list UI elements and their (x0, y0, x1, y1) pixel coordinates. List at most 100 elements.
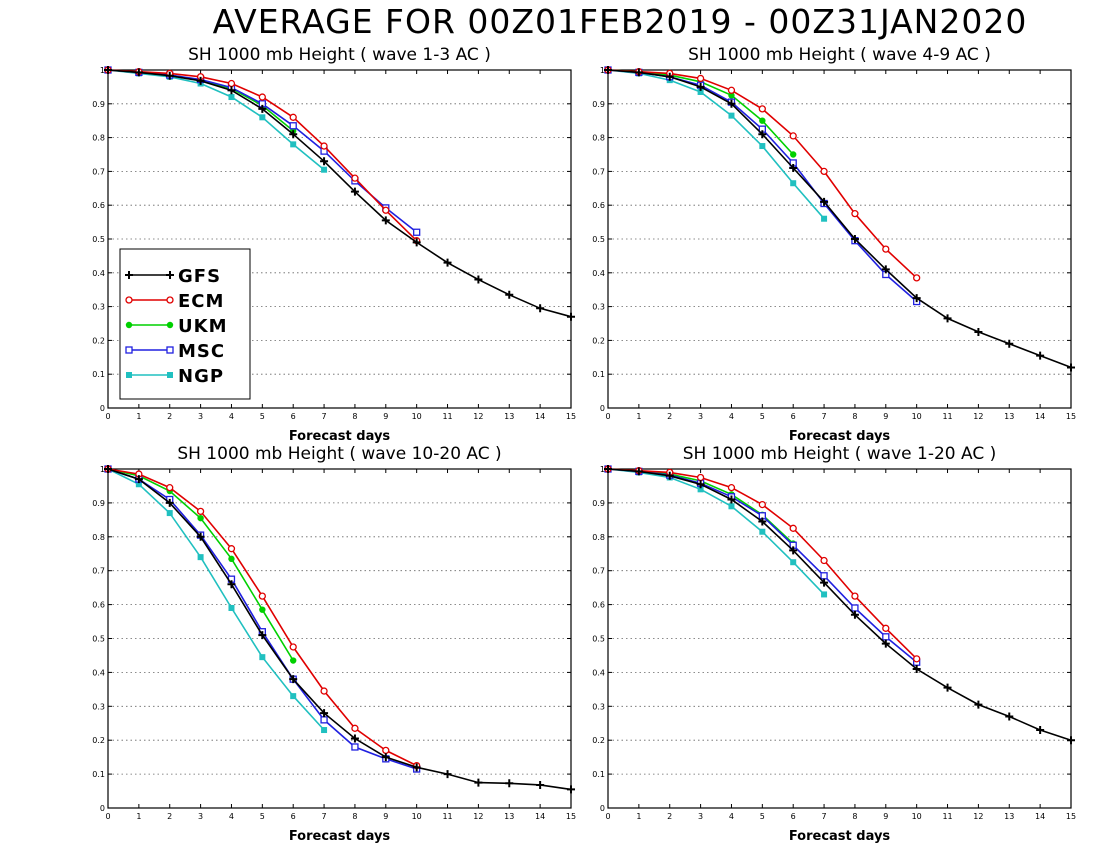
x-tick-label: 14 (535, 812, 545, 821)
x-tick-label: 7 (322, 812, 327, 821)
x-tick-label: 10 (912, 412, 922, 421)
data-point-ngp (697, 88, 704, 95)
legend-marker (126, 372, 132, 378)
data-point-gfs (604, 66, 612, 74)
series-line-msc (607, 69, 918, 303)
y-tick-label: 0.8 (592, 134, 605, 143)
x-tick-label: 4 (229, 412, 234, 421)
data-point-gfs (412, 238, 421, 247)
data-point-gfs (381, 753, 390, 762)
y-tick-label: 0.8 (92, 533, 105, 542)
legend-box (119, 248, 251, 400)
x-axis-label: Forecast days (789, 429, 891, 444)
data-point-ecm (351, 724, 359, 732)
x-tick-label: 4 (729, 412, 734, 421)
y-tick-label: 0.6 (592, 601, 605, 610)
data-point-ecm (913, 655, 921, 663)
data-point-gfs (567, 785, 575, 794)
y-tick-label: 1 (600, 465, 605, 474)
data-point-gfs (196, 76, 205, 85)
y-tick-label: 0.5 (592, 635, 605, 644)
x-axis-label: Forecast days (789, 829, 891, 844)
x-tick-label: 7 (322, 412, 327, 421)
x-tick-label: 2 (667, 812, 672, 821)
data-point-gfs (820, 578, 829, 587)
data-point-ngp (135, 481, 142, 488)
data-point-gfs (696, 82, 705, 91)
y-tick-label: 0.3 (92, 702, 105, 711)
data-point-ngp (197, 554, 204, 561)
series-line-gfs (607, 69, 1072, 369)
x-tick-label: 14 (1035, 812, 1045, 821)
data-point-gfs (258, 104, 267, 113)
data-point-ngp (290, 693, 297, 700)
series-line-ngp (107, 468, 325, 731)
y-tick-label: 0.7 (92, 567, 105, 576)
data-point-ngp (228, 604, 235, 611)
data-point-gfs (1036, 726, 1045, 735)
x-tick-label: 12 (973, 812, 983, 821)
y-tick-label: 0.1 (92, 770, 105, 779)
chart-panel: SH 1000 mb Height ( wave 10-20 AC ) 0 0.1 0… (92, 444, 576, 844)
legend-marker (166, 296, 174, 304)
data-point-ecm (789, 524, 797, 532)
x-tick-label: 5 (760, 812, 765, 821)
data-point-gfs (758, 517, 767, 526)
data-point-ngp (728, 112, 735, 119)
x-tick-label: 2 (167, 812, 172, 821)
data-point-ngp (759, 143, 766, 150)
x-tick-label: 12 (473, 812, 483, 821)
data-point-gfs (789, 546, 798, 555)
x-tick-label: 13 (1004, 812, 1014, 821)
x-tick-label: 3 (698, 412, 703, 421)
data-point-ecm (696, 74, 705, 83)
x-tick-label: 4 (229, 812, 234, 821)
data-point-gfs (196, 532, 205, 541)
data-point-ecm (882, 245, 890, 253)
data-point-gfs (258, 631, 267, 640)
data-point-gfs (727, 99, 736, 108)
legend-marker (125, 271, 133, 279)
data-point-gfs (974, 327, 983, 336)
data-point-ukm (790, 151, 797, 158)
data-point-gfs (1067, 363, 1075, 372)
x-tick-label: 13 (1004, 412, 1014, 421)
y-tick-label: 0.2 (592, 736, 605, 745)
data-point-gfs (536, 780, 545, 789)
data-point-gfs (474, 275, 483, 284)
data-point-gfs (943, 683, 952, 692)
legend-label: UKM (178, 316, 227, 337)
y-tick-label: 0.1 (592, 770, 605, 779)
x-tick-label: 2 (667, 412, 672, 421)
data-point-ecm (913, 274, 921, 282)
x-tick-label: 0 (105, 812, 110, 821)
data-point-ngp (790, 180, 797, 187)
x-tick-label: 9 (383, 812, 388, 821)
legend-marker (166, 271, 174, 279)
data-point-gfs (912, 294, 921, 303)
data-point-gfs (850, 610, 859, 619)
data-point-gfs (820, 197, 829, 206)
y-tick-label: 0.9 (92, 100, 105, 109)
data-point-gfs (320, 709, 329, 718)
data-point-ngp (228, 94, 235, 101)
x-tick-label: 6 (791, 812, 796, 821)
y-tick-label: 0.4 (92, 269, 105, 278)
data-point-gfs (412, 763, 421, 772)
data-point-ukm (197, 514, 204, 522)
x-tick-label: 12 (973, 412, 983, 421)
data-point-ngp (166, 510, 173, 517)
legend-label: MSC (178, 341, 225, 362)
legend-marker (167, 372, 173, 378)
legend-label: GFS (178, 266, 221, 287)
data-point-gfs (727, 495, 736, 504)
data-point-ecm (820, 556, 828, 565)
y-tick-label: 0 (600, 804, 605, 813)
x-tick-label: 10 (912, 812, 922, 821)
x-axis-label: Forecast days (289, 829, 391, 844)
y-tick-label: 0.8 (92, 134, 105, 143)
data-point-gfs (165, 498, 174, 507)
legend: GFS ECM UKM MSC NGP (119, 248, 251, 400)
data-point-msc (882, 633, 890, 641)
y-tick-label: 0.5 (92, 235, 105, 244)
